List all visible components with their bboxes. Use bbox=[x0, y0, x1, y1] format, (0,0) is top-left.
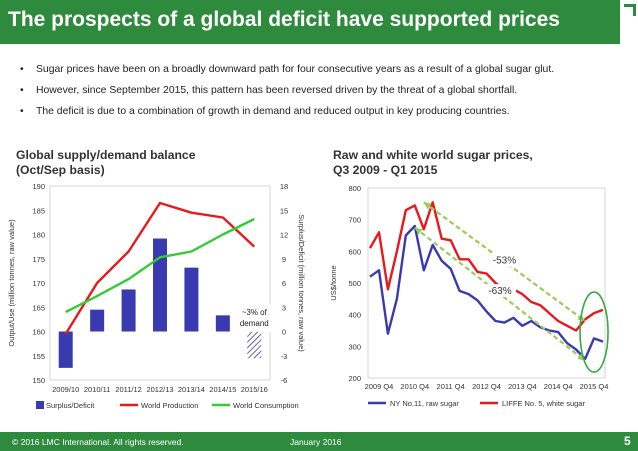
chart2-ytick-label: 400 bbox=[348, 311, 361, 320]
chart1-y2tick-label: 6 bbox=[282, 279, 286, 288]
corner-bracket-icon bbox=[624, 4, 636, 16]
chart1-ytick-label: 150 bbox=[32, 376, 45, 385]
chart2-line-raw-sugar bbox=[369, 224, 604, 361]
chart2-trend-arrowhead bbox=[423, 202, 432, 210]
supply-demand-chart: 150 155 160 165 170 175 180 185 190 -6 -3 0 3 6 9 12 15 1… bbox=[7, 182, 306, 410]
chart1-line-world-production bbox=[64, 201, 256, 335]
chart1-xtick-label: 2010/11 bbox=[84, 385, 111, 394]
chart2-ytick-label: 200 bbox=[348, 374, 361, 383]
chart1-title-line: Global supply/demand balance bbox=[16, 148, 196, 162]
chart2-xtick-label: 2011 Q4 bbox=[437, 382, 465, 391]
chart1-y2label: Surplus/Deficit (million tonnes, raw val… bbox=[297, 214, 306, 352]
chart1-annotation-box bbox=[232, 303, 277, 332]
chart2-trend-label-bg bbox=[483, 284, 516, 298]
chart2-title-line: Q3 2009 - Q1 2015 bbox=[333, 163, 438, 177]
chart2-trend-label: -53% bbox=[493, 256, 516, 267]
chart2-ytick-label: 800 bbox=[348, 184, 361, 193]
chart1-bar-surplus-deficit bbox=[215, 315, 230, 332]
chart2-xtick-label: 2014 Q4 bbox=[544, 382, 573, 391]
chart1-legend-swatch bbox=[36, 401, 44, 409]
bullet-dot-icon: • bbox=[20, 106, 24, 117]
chart1-ytick-label: 165 bbox=[32, 303, 45, 312]
chart2-xtick-label: 2009 Q4 bbox=[365, 382, 394, 391]
chart1-xtick-label: 2014/15 bbox=[209, 385, 236, 394]
chart2-xtick-label: 2015 Q4 bbox=[580, 382, 609, 391]
chart1-xtick-label: 2015/16 bbox=[241, 385, 268, 394]
chart1-line-world-consumption bbox=[65, 217, 255, 314]
chart1-y2tick-label: 9 bbox=[282, 255, 286, 264]
chart1-title: Global supply/demand balance (Oct/Sep ba… bbox=[16, 148, 195, 178]
chart2-xtick-label: 2012 Q4 bbox=[472, 382, 501, 391]
bullet-text: However, since September 2015, this patt… bbox=[36, 85, 518, 96]
chart1-legend-label: Surplus/Deficit bbox=[46, 401, 95, 410]
slide-title: The prospects of a global deficit have s… bbox=[8, 8, 560, 31]
chart2-xtick-label: 2013 Q4 bbox=[508, 382, 537, 391]
chart2-xtick-label: 2010 Q4 bbox=[400, 382, 429, 391]
sugar-price-chart: 200 300 400 500 600 700 800 2009 Q4 2010 Q4 2011 … bbox=[329, 184, 609, 408]
chart2-trend-label-bg bbox=[488, 253, 521, 267]
chart1-ytick-label: 170 bbox=[32, 279, 45, 288]
chart1-legend-label: World Consumption bbox=[233, 401, 299, 410]
chart1-legend-label: World Production bbox=[141, 401, 198, 410]
chart2-ytick-label: 600 bbox=[348, 247, 361, 256]
chart2-trend-arrowhead bbox=[414, 227, 423, 235]
chart2-title: Raw and white world sugar prices, Q3 200… bbox=[333, 148, 533, 178]
chart1-bar-surplus-deficit bbox=[247, 331, 262, 359]
chart2-trend-label: -63% bbox=[488, 286, 511, 297]
copyright: © 2016 LMC International. All rights res… bbox=[12, 437, 184, 447]
bullet-list: • Sugar prices have been on a broadly dow… bbox=[18, 64, 628, 127]
chart2-ytick-label: 300 bbox=[348, 342, 361, 351]
chart1-ytick-label: 155 bbox=[32, 352, 45, 361]
bullet-item: • However, since September 2015, this pat… bbox=[18, 85, 628, 96]
bullet-item: • The deficit is due to a combination of … bbox=[18, 106, 628, 117]
chart2-line-white-sugar bbox=[368, 201, 604, 332]
chart2-ylabel: US$/tonne bbox=[329, 265, 338, 300]
chart1-y2tick-label: -3 bbox=[281, 352, 288, 361]
chart1-annotation: ~3% of bbox=[242, 308, 268, 317]
chart1-ytick-label: 160 bbox=[32, 328, 45, 337]
bullet-text: The deficit is due to a combination of g… bbox=[36, 106, 510, 117]
chart1-y2tick-label: 0 bbox=[282, 328, 286, 337]
chart1-ytick-label: 180 bbox=[32, 231, 45, 240]
bullet-text: Sugar prices have been on a broadly down… bbox=[36, 64, 555, 75]
chart1-plot-frame bbox=[49, 185, 271, 381]
chart1-ytick-label: 175 bbox=[32, 255, 45, 264]
corner bbox=[620, 0, 638, 44]
chart1-y2tick-label: 3 bbox=[282, 303, 286, 312]
chart1-bar-surplus-deficit bbox=[121, 289, 136, 332]
chart1-y2tick-label: -6 bbox=[281, 376, 288, 385]
chart1-title-line: (Oct/Sep basis) bbox=[16, 163, 105, 177]
footer-date: January 2016 bbox=[290, 437, 342, 447]
bullet-dot-icon: • bbox=[20, 64, 24, 75]
page-number: 5 bbox=[624, 434, 631, 448]
chart1-ytick-label: 190 bbox=[32, 182, 45, 191]
bullet-item: • Sugar prices have been on a broadly dow… bbox=[18, 64, 628, 75]
chart2-ytick-label: 500 bbox=[348, 279, 361, 288]
chart2-ytick-label: 700 bbox=[348, 216, 361, 225]
footer: © 2016 LMC International. All rights res… bbox=[0, 432, 638, 451]
chart1-bar-surplus-deficit bbox=[153, 238, 167, 332]
chart1-xtick-label: 2012/13 bbox=[146, 385, 173, 394]
bullet-dot-icon: • bbox=[20, 85, 24, 96]
chart1-xtick-label: 2013/14 bbox=[178, 385, 205, 394]
chart1-annotation: demand bbox=[240, 319, 269, 328]
chart1-bar-surplus-deficit bbox=[184, 267, 199, 332]
chart2-highlight-ellipse bbox=[579, 291, 609, 373]
chart2-plot-frame bbox=[367, 187, 606, 379]
chart1-xtick-label: 2009/10 bbox=[52, 385, 79, 394]
chart1-y2tick-label: 15 bbox=[280, 206, 288, 215]
chart2-legend-label: NY No.11, raw sugar bbox=[390, 399, 459, 408]
chart1-xtick-label: 2011/12 bbox=[115, 385, 142, 394]
chart2-title-line: Raw and white world sugar prices, bbox=[333, 148, 533, 162]
chart1-bar-surplus-deficit bbox=[90, 309, 105, 332]
chart1-y2tick-label: 12 bbox=[280, 231, 288, 240]
chart2-legend-label: LIFFE No. 5, white sugar bbox=[502, 399, 585, 408]
chart1-bar-surplus-deficit bbox=[58, 331, 73, 368]
chart1-y2tick-label: 18 bbox=[280, 182, 288, 191]
chart1-ytick-label: 185 bbox=[32, 206, 45, 215]
chart1-ylabel: Output/Use (million tonnes, raw value) bbox=[7, 219, 16, 347]
title-bar: The prospects of a global deficit have s… bbox=[0, 0, 620, 44]
